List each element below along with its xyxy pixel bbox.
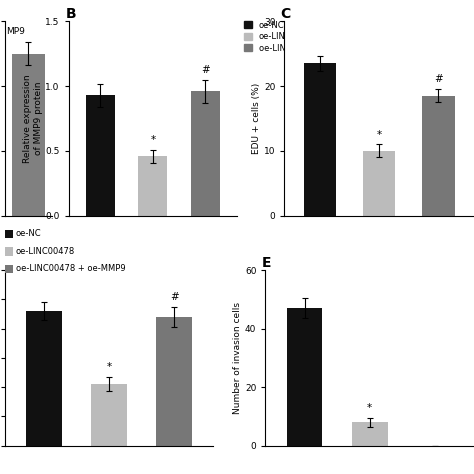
Bar (352, 422, 388, 446)
Bar (12, 54, 45, 216)
Text: *: * (377, 129, 382, 139)
Text: #: # (434, 74, 443, 84)
Legend: oe-NC, oe-LINC00478, oe-LINC00478 + oe-MMP9: oe-NC, oe-LINC00478, oe-LINC00478 + oe-M… (240, 18, 372, 56)
Text: MP9: MP9 (6, 27, 25, 36)
Text: oe-LINC00478: oe-LINC00478 (16, 247, 75, 255)
Text: *: * (367, 403, 372, 413)
Text: #: # (170, 292, 179, 302)
Text: oe-LINC00478 + oe-MMP9: oe-LINC00478 + oe-MMP9 (16, 264, 125, 273)
Bar (363, 151, 395, 216)
Text: E: E (261, 256, 271, 270)
Bar (26, 311, 62, 446)
Y-axis label: EDU + cells (%): EDU + cells (%) (252, 83, 261, 154)
Bar (86, 95, 115, 216)
Bar (156, 317, 192, 446)
Text: B: B (65, 7, 76, 21)
Y-axis label: Number of invasion cells: Number of invasion cells (233, 302, 242, 414)
Bar (422, 96, 455, 216)
Bar (304, 64, 336, 216)
Text: #: # (201, 65, 210, 75)
Y-axis label: Relative expression
of MMP9 protein: Relative expression of MMP9 protein (23, 74, 43, 163)
Text: *: * (150, 135, 155, 145)
Bar (91, 384, 127, 446)
Text: *: * (107, 363, 111, 373)
Bar (138, 156, 167, 216)
Bar (191, 91, 220, 216)
Text: oe-NC: oe-NC (16, 229, 41, 238)
Bar (287, 308, 322, 446)
Text: C: C (281, 7, 291, 21)
